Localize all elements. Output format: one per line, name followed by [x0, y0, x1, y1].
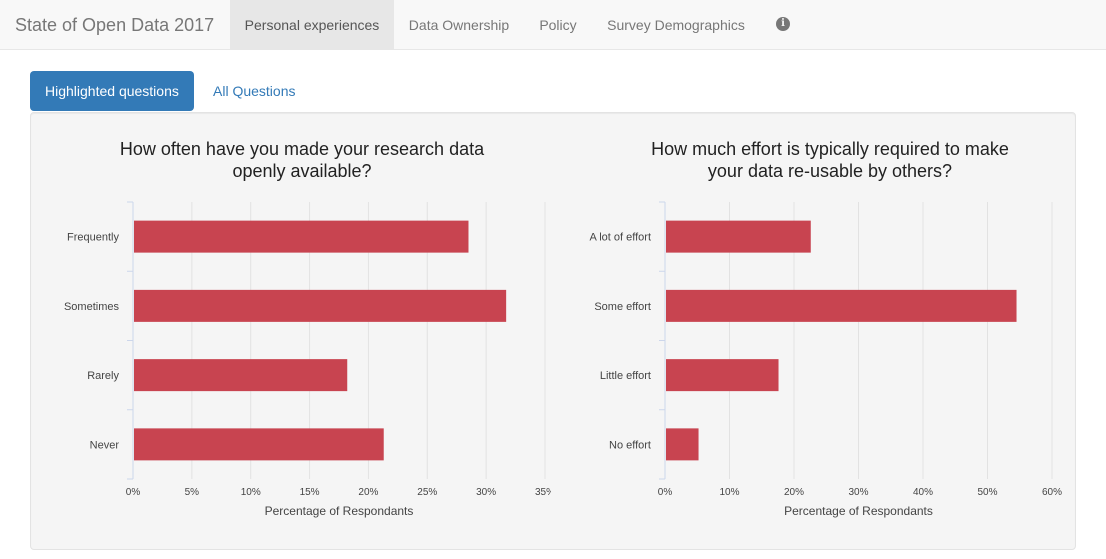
bar-some-effort [666, 289, 1017, 322]
chart-title-line-1: How often have you made your research da… [120, 139, 485, 159]
x-axis-title: Percentage of Respondants [265, 504, 414, 518]
brand-title[interactable]: State of Open Data 2017 [15, 15, 215, 35]
x-tick-label: 15% [300, 487, 320, 498]
x-tick-label: 25% [417, 487, 437, 498]
chart-title-line-2: openly available? [232, 161, 371, 181]
category-label: Some effort [594, 301, 651, 313]
category-label: Rarely [87, 370, 119, 382]
chart-title-line-1: How much effort is typically required to… [651, 139, 1009, 159]
x-tick-label: 0% [126, 487, 141, 498]
x-tick-label: 10% [241, 487, 261, 498]
x-tick-label: 30% [476, 487, 496, 498]
bar-never [134, 428, 384, 461]
category-label: Sometimes [64, 301, 120, 313]
chart-title-line-2: your data re-usable by others? [708, 161, 952, 181]
x-tick-label: 35% [535, 487, 551, 498]
info-circle-icon[interactable]: i [776, 17, 790, 31]
category-label: Never [90, 439, 120, 451]
top-navbar: State of Open Data 2017 Personal experie… [0, 0, 1106, 50]
x-axis-title: Percentage of Respondants [784, 504, 933, 518]
highlighted-questions-pill[interactable]: Highlighted questions [30, 71, 194, 111]
bar-rarely [134, 359, 348, 392]
category-label: Frequently [67, 232, 119, 244]
chart-data-openness: How often have you made your research da… [64, 139, 551, 518]
x-tick-label: 5% [185, 487, 200, 498]
chart-reuse-effort: How much effort is typically required to… [589, 139, 1062, 518]
bar-no-effort [666, 428, 699, 461]
x-tick-label: 40% [913, 487, 933, 498]
x-tick-label: 50% [977, 487, 997, 498]
x-tick-label: 0% [658, 487, 673, 498]
category-label: A lot of effort [589, 232, 651, 244]
category-label: Little effort [600, 370, 651, 382]
tab-policy[interactable]: Policy [539, 17, 577, 33]
bar-little-effort [666, 359, 779, 392]
x-tick-label: 30% [848, 487, 868, 498]
x-tick-label: 20% [784, 487, 804, 498]
category-label: No effort [609, 439, 651, 451]
all-questions-pill[interactable]: All Questions [213, 83, 296, 99]
x-tick-label: 60% [1042, 487, 1062, 498]
x-tick-label: 10% [719, 487, 739, 498]
bar-frequently [134, 220, 469, 253]
tab-data-ownership[interactable]: Data Ownership [408, 17, 510, 33]
tab-personal-experiences[interactable]: Personal experiences [230, 0, 394, 50]
tab-survey-demographics[interactable]: Survey Demographics [607, 17, 745, 33]
x-tick-label: 20% [358, 487, 378, 498]
bar-a-lot-of-effort [666, 220, 811, 253]
bar-sometimes [134, 289, 507, 322]
charts-panel: How often have you made your research da… [30, 112, 1076, 550]
